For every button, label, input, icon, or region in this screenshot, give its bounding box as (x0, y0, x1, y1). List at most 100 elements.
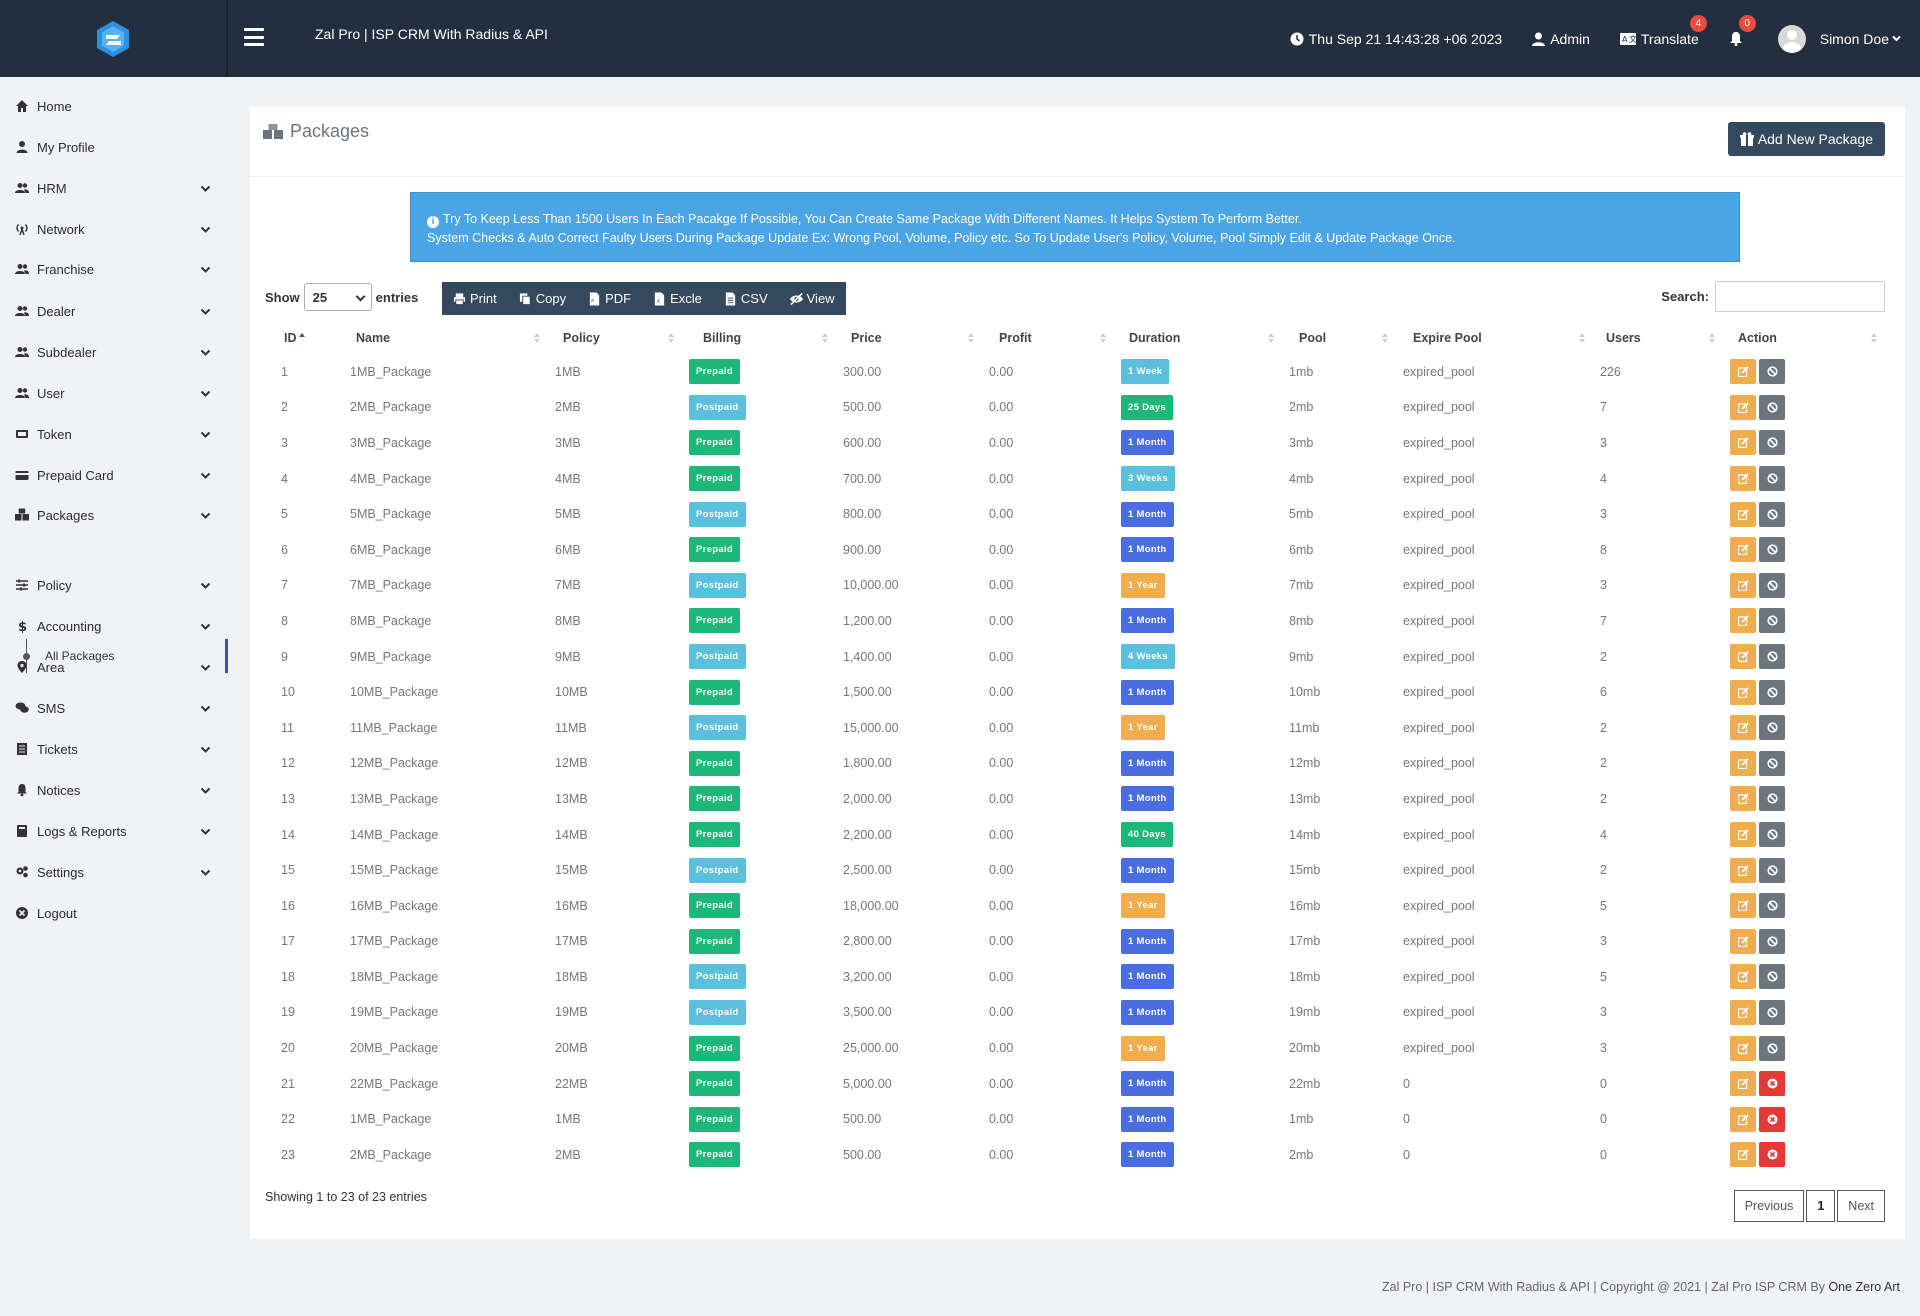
sidebar-item-tickets[interactable]: Tickets (0, 734, 228, 764)
block-button[interactable] (1759, 999, 1785, 1025)
sidebar-item-network[interactable]: Network (0, 214, 228, 244)
print-button[interactable]: Print (442, 282, 508, 315)
column-header-profit[interactable]: Profit (989, 322, 1121, 354)
notifications-button[interactable]: 0 (1729, 15, 1756, 46)
column-header-billing[interactable]: Billing (689, 322, 843, 354)
edit-button[interactable] (1730, 786, 1756, 812)
block-button[interactable] (1759, 715, 1785, 741)
edit-button[interactable] (1730, 359, 1756, 385)
block-button[interactable] (1759, 394, 1785, 420)
sidebar-item-subdealer[interactable]: Subdealer (0, 337, 228, 367)
footer-brand-link[interactable]: One Zero Art (1828, 1280, 1900, 1294)
edit-button[interactable] (1730, 715, 1756, 741)
block-button[interactable] (1759, 893, 1785, 919)
sidebar-item-logs-reports[interactable]: Logs & Reports (0, 816, 228, 846)
csv-button[interactable]: CSV (713, 282, 779, 315)
sidebar-item-hrm[interactable]: HRM (0, 173, 228, 203)
column-header-policy[interactable]: Policy (555, 322, 689, 354)
block-button[interactable] (1759, 750, 1785, 776)
block-button[interactable] (1759, 964, 1785, 990)
edit-button[interactable] (1730, 964, 1756, 990)
edit-button[interactable] (1730, 1106, 1756, 1132)
sidebar-item-user[interactable]: User (0, 378, 228, 408)
cell-name: 4MB_Package (350, 471, 432, 486)
edit-button[interactable] (1730, 999, 1756, 1025)
admin-menu[interactable]: Admin (1532, 31, 1590, 47)
edit-button[interactable] (1730, 394, 1756, 420)
add-new-package-button[interactable]: Add New Package (1727, 122, 1885, 156)
edit-button[interactable] (1730, 928, 1756, 954)
column-header-id[interactable]: ID (262, 322, 350, 354)
block-button[interactable] (1759, 572, 1785, 598)
logo[interactable] (0, 0, 228, 77)
entries-select[interactable]: 25 (303, 283, 372, 311)
edit-button[interactable] (1730, 644, 1756, 670)
block-button[interactable] (1759, 501, 1785, 527)
sidebar-item-logout[interactable]: Logout (0, 898, 228, 928)
sidebar-item-policy[interactable]: Policy (0, 570, 228, 600)
block-button[interactable] (1759, 857, 1785, 883)
sidebar-item-notices[interactable]: Notices (0, 775, 228, 805)
sidebar-item-prepaid-card[interactable]: Prepaid Card (0, 460, 228, 490)
copy-button[interactable]: Copy (508, 282, 577, 315)
block-button[interactable] (1759, 608, 1785, 634)
sidebar-item-accounting[interactable]: $ Accounting (0, 611, 228, 641)
edit-button[interactable] (1730, 679, 1756, 705)
column-header-action[interactable]: Action (1730, 322, 1892, 354)
excle-button[interactable]: x Excle (642, 282, 713, 315)
block-button[interactable] (1759, 1035, 1785, 1061)
search-input[interactable] (1715, 281, 1885, 312)
edit-button[interactable] (1730, 466, 1756, 492)
view-button[interactable]: View (779, 282, 846, 315)
edit-button[interactable] (1730, 893, 1756, 919)
previous-page-button[interactable]: Previous (1733, 1190, 1805, 1222)
sidebar-item-franchise[interactable]: Franchise (0, 254, 228, 284)
sidebar-item-sms[interactable]: SMS (0, 693, 228, 723)
sidebar-item-area[interactable]: Area (0, 652, 228, 682)
edit-button[interactable] (1730, 1071, 1756, 1097)
block-button[interactable] (1759, 679, 1785, 705)
edit-button[interactable] (1730, 501, 1756, 527)
block-button[interactable] (1759, 786, 1785, 812)
column-header-duration[interactable]: Duration (1121, 322, 1289, 354)
edit-button[interactable] (1730, 608, 1756, 634)
edit-button[interactable] (1730, 1035, 1756, 1061)
block-button[interactable] (1759, 644, 1785, 670)
edit-button[interactable] (1730, 857, 1756, 883)
edit-button[interactable] (1730, 537, 1756, 563)
edit-button[interactable] (1730, 822, 1756, 848)
cubes-icon (15, 508, 29, 522)
delete-button[interactable] (1759, 1106, 1785, 1132)
sidebar-item-settings[interactable]: Settings (0, 857, 228, 887)
menu-toggle-button[interactable] (244, 28, 264, 46)
edit-button[interactable] (1730, 572, 1756, 598)
block-button[interactable] (1759, 822, 1785, 848)
delete-button[interactable] (1759, 1142, 1785, 1168)
edit-button[interactable] (1730, 430, 1756, 456)
pdf-button[interactable]: P PDF (577, 282, 642, 315)
block-button[interactable] (1759, 466, 1785, 492)
sidebar-item-packages[interactable]: Packages (0, 500, 228, 530)
table-info: Showing 1 to 23 of 23 entries (265, 1190, 427, 1204)
sidebar-subitem-all-packages[interactable]: All Packages (0, 639, 228, 673)
sidebar-item-home[interactable]: Home (0, 91, 228, 121)
block-button[interactable] (1759, 430, 1785, 456)
user-menu[interactable]: Simon Doe (1777, 24, 1906, 53)
sidebar-item-my-profile[interactable]: My Profile (0, 132, 228, 162)
column-header-users[interactable]: Users (1600, 322, 1730, 354)
block-button[interactable] (1759, 537, 1785, 563)
sidebar-item-token[interactable]: Token (0, 419, 228, 449)
block-button[interactable] (1759, 359, 1785, 385)
column-header-expire-pool[interactable]: Expire Pool (1403, 322, 1600, 354)
delete-button[interactable] (1759, 1071, 1785, 1097)
sidebar-item-dealer[interactable]: Dealer (0, 296, 228, 326)
next-page-button[interactable]: Next (1837, 1190, 1885, 1222)
edit-button[interactable] (1730, 1142, 1756, 1168)
column-header-price[interactable]: Price (843, 322, 989, 354)
edit-button[interactable] (1730, 750, 1756, 776)
column-header-pool[interactable]: Pool (1289, 322, 1403, 354)
block-button[interactable] (1759, 928, 1785, 954)
page-1-button[interactable]: 1 (1806, 1190, 1836, 1222)
column-header-name[interactable]: Name (350, 322, 555, 354)
